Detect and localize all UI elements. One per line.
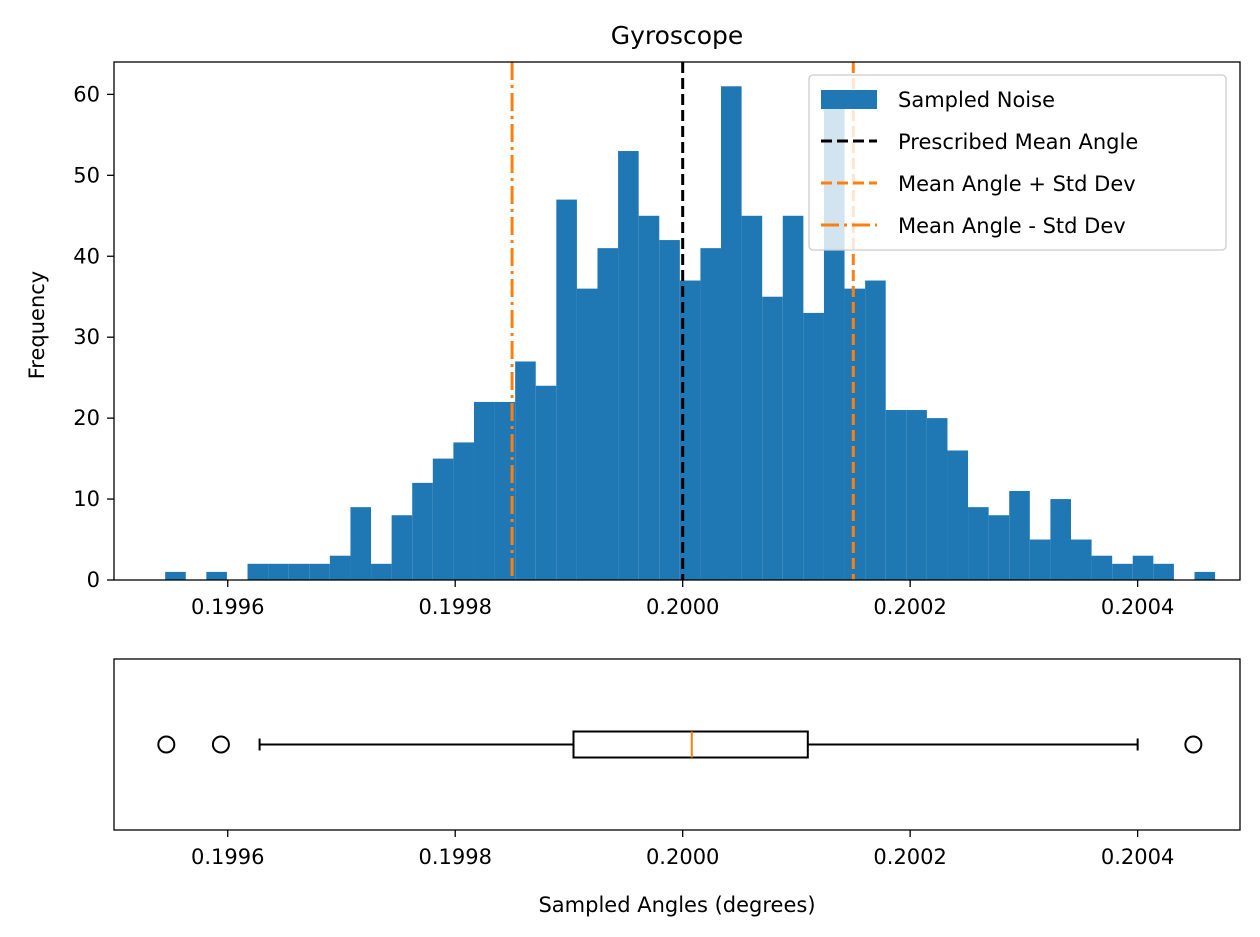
- histogram-bar: [721, 86, 742, 580]
- histogram-bar: [947, 450, 969, 580]
- histogram-bar: [391, 515, 413, 580]
- histogram-bar: [1050, 499, 1071, 580]
- histogram-bar: [1029, 539, 1051, 580]
- legend-label-mean: Prescribed Mean Angle: [898, 130, 1138, 154]
- histogram-bar: [1194, 571, 1216, 580]
- histogram-bar: [1091, 555, 1113, 580]
- x-tick-label: 0.1996: [191, 845, 264, 869]
- y-tick-label: 60: [73, 82, 100, 106]
- chart-title: Gyroscope: [611, 21, 744, 50]
- legend: Sampled Noise Prescribed Mean Angle Mean…: [808, 74, 1227, 251]
- histogram-bar: [926, 418, 948, 580]
- box-iqr: [572, 730, 809, 759]
- histogram-bar: [309, 563, 330, 580]
- histogram-bar: [844, 288, 866, 580]
- histogram-bar: [412, 482, 433, 580]
- histogram-bar: [1070, 539, 1092, 580]
- histogram-bar: [700, 248, 722, 580]
- histogram-bar: [988, 515, 1010, 580]
- x-tick-label: 0.2000: [646, 595, 719, 619]
- legend-label-plus-std: Mean Angle + Std Dev: [898, 172, 1136, 196]
- histogram-bars: [165, 86, 1216, 580]
- histogram-bar: [762, 296, 783, 580]
- histogram-bar: [329, 555, 351, 580]
- boxplot-x-ticks: 0.1996 0.1998 0.2000 0.2002 0.2004: [191, 830, 1174, 869]
- histogram-bar: [535, 385, 557, 580]
- histogram-bar: [885, 410, 907, 580]
- histogram-bar: [597, 248, 619, 580]
- legend-label-minus-std: Mean Angle - Std Dev: [898, 214, 1126, 238]
- outlier-point: [211, 735, 230, 754]
- y-tick-label: 20: [73, 406, 100, 430]
- outlier-point: [1184, 735, 1203, 754]
- boxplot-panel: 0.1996 0.1998 0.2000 0.2002 0.2004 Sampled A…: [113, 658, 1241, 917]
- x-tick-label: 0.2002: [873, 845, 946, 869]
- histogram-bar: [556, 199, 577, 580]
- legend-label-sampled-noise: Sampled Noise: [898, 88, 1055, 112]
- y-tick-label: 10: [73, 487, 100, 511]
- histogram-axes-frame: [113, 61, 1241, 581]
- histogram-bar: [865, 280, 886, 580]
- y-axis-label: Frequency: [25, 271, 49, 380]
- boxplot-axes-frame: [113, 658, 1241, 831]
- histogram-bar: [659, 240, 680, 580]
- y-tick-label: 50: [73, 163, 100, 187]
- histogram-bar: [576, 288, 598, 580]
- y-tick-label: 40: [73, 244, 100, 268]
- legend-swatch-sampled-noise: [821, 90, 877, 109]
- histogram-bar: [453, 442, 474, 580]
- histogram-bar: [494, 401, 516, 580]
- histogram-bar: [350, 507, 372, 580]
- boxplot: [157, 730, 1203, 759]
- histogram-bar: [741, 215, 763, 580]
- histogram-bar: [432, 458, 454, 580]
- x-tick-label: 0.2000: [646, 845, 719, 869]
- x-axis-label: Sampled Angles (degrees): [538, 893, 815, 917]
- x-tick-label: 0.2002: [873, 595, 946, 619]
- histogram-bar: [679, 280, 701, 580]
- histogram-bar: [1112, 563, 1133, 580]
- histogram-bar: [968, 507, 989, 580]
- histogram-x-ticks: 0.1996 0.1998 0.2000 0.2002 0.2004: [191, 580, 1174, 619]
- y-tick-label: 0: [87, 568, 100, 592]
- histogram-bar: [782, 215, 804, 580]
- y-tick-label: 30: [73, 325, 100, 349]
- outlier-point: [157, 735, 176, 754]
- histogram-bar: [515, 361, 536, 580]
- histogram-bar: [206, 571, 227, 580]
- x-tick-label: 0.2004: [1101, 595, 1174, 619]
- histogram-bar: [906, 410, 927, 580]
- histogram-y-ticks: 0 10 20 30 40 50 60: [73, 82, 114, 592]
- histogram-bar: [1132, 555, 1154, 580]
- histogram-bar: [803, 312, 824, 580]
- x-tick-label: 0.1998: [418, 595, 491, 619]
- histogram-bar: [165, 571, 186, 580]
- histogram-bar: [247, 563, 269, 580]
- histogram-bar: [1153, 563, 1174, 580]
- histogram-bar: [288, 563, 310, 580]
- legend-frame: [808, 74, 1227, 251]
- histogram-bar: [473, 401, 495, 580]
- histogram-panel: Gyroscope 0.1996 0.1998 0.2000 0.2002 0.2004…: [25, 21, 1241, 619]
- histogram-bar: [618, 151, 639, 580]
- x-tick-label: 0.1998: [418, 845, 491, 869]
- x-tick-label: 0.2004: [1101, 845, 1174, 869]
- histogram-bar: [1009, 490, 1030, 580]
- histogram-bar: [371, 563, 392, 580]
- histogram-bar: [638, 215, 660, 580]
- x-tick-label: 0.1996: [191, 595, 264, 619]
- histogram-bar: [268, 563, 289, 580]
